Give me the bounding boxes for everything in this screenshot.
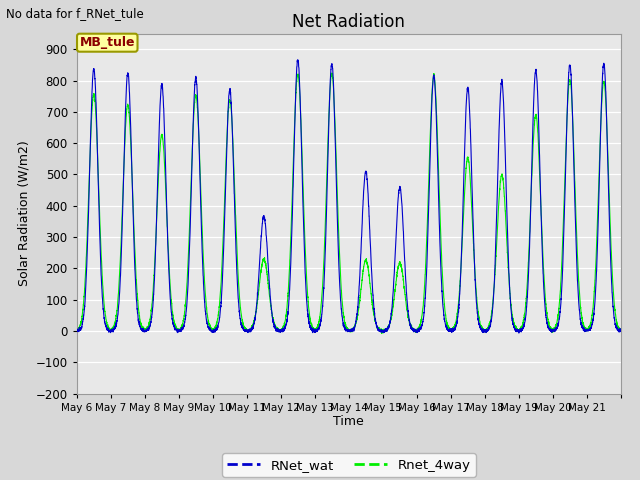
Text: MB_tule: MB_tule <box>79 36 135 49</box>
Title: Net Radiation: Net Radiation <box>292 12 405 31</box>
Legend: RNet_wat, Rnet_4way: RNet_wat, Rnet_4way <box>222 454 476 477</box>
Text: No data for f_RNet_tule: No data for f_RNet_tule <box>6 7 144 20</box>
X-axis label: Time: Time <box>333 415 364 429</box>
Y-axis label: Solar Radiation (W/m2): Solar Radiation (W/m2) <box>17 141 30 287</box>
